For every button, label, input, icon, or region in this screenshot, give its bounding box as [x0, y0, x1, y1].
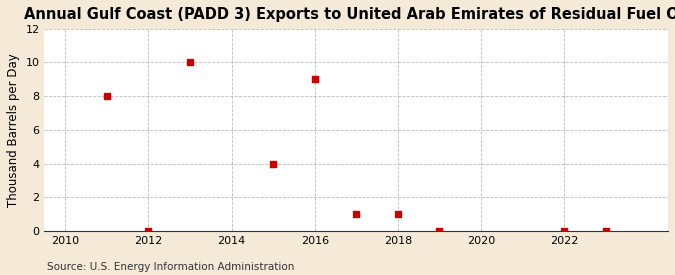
Point — [143, 229, 154, 233]
Point — [184, 60, 195, 65]
Title: Annual Gulf Coast (PADD 3) Exports to United Arab Emirates of Residual Fuel Oil: Annual Gulf Coast (PADD 3) Exports to Un… — [24, 7, 675, 22]
Point — [268, 161, 279, 166]
Point — [600, 229, 611, 233]
Point — [351, 212, 362, 216]
Y-axis label: Thousand Barrels per Day: Thousand Barrels per Day — [7, 53, 20, 207]
Point — [434, 229, 445, 233]
Text: Source: U.S. Energy Information Administration: Source: U.S. Energy Information Administ… — [47, 262, 294, 272]
Point — [559, 229, 570, 233]
Point — [392, 212, 403, 216]
Point — [101, 94, 112, 98]
Point — [309, 77, 320, 81]
